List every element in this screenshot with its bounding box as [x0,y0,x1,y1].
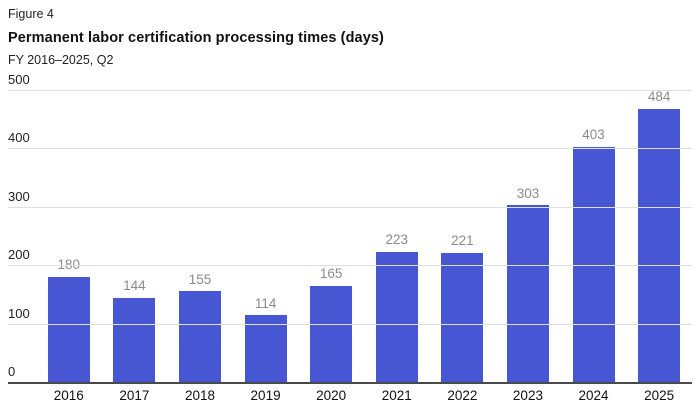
x-tick-label: 2025 [644,388,675,403]
bar-value-label: 223 [385,232,409,248]
x-tick-label: 2018 [184,388,215,403]
chart-header: Figure 4 Permanent labor certification p… [8,8,692,67]
x-slot: 2018 [167,389,233,403]
x-slot: 2024 [561,389,627,403]
y-gridline [8,323,692,325]
bar [506,205,549,382]
figure-label: Figure 4 [8,7,54,21]
bar-slot: 165 [298,90,364,382]
bar [310,285,353,382]
y-gridline [8,206,692,208]
bar-slot: 484 [626,90,692,382]
bar-value-label: 165 [319,266,343,282]
x-slot: 2016 [36,389,102,403]
y-gridline [8,148,692,150]
bar [638,108,681,382]
bar-value-label: 144 [123,278,146,294]
x-tick-label: 2019 [250,388,281,403]
x-slot: 2021 [364,389,430,403]
y-tick-label: 300 [8,188,30,204]
x-slot: 2022 [430,389,496,403]
x-tick-label: 2024 [578,388,609,403]
y-tick-label: 200 [8,247,30,263]
x-slot: 2020 [298,389,364,403]
x-slot: 2025 [626,389,692,403]
bars-row: 180 144 155 114 165 223 221 303 403 484 [36,90,692,382]
x-axis-labels: 2016 2017 2018 2019 2020 2021 2022 2023 2024 2025 [36,389,692,403]
plot-area: 180 144 155 114 165 223 221 303 403 484 2016 2017 2… [8,72,692,419]
x-tick-label: 2021 [381,388,412,403]
bar-slot: 403 [561,90,627,382]
chart-title: Permanent labor certification processing… [8,29,384,46]
bar-slot: 303 [495,90,561,382]
bar-value-label: 180 [57,257,81,273]
x-tick-label: 2020 [316,388,347,403]
y-tick-label: 500 [8,72,30,87]
bar-slot: 114 [233,90,299,382]
bar-value-label: 114 [254,295,277,311]
bar [47,276,90,382]
x-axis-line [8,382,692,384]
bar-slot: 155 [167,90,233,382]
chart-subtitle: FY 2016–2025, Q2 [8,53,114,67]
bar-value-label: 403 [582,127,605,143]
y-gridline [8,265,692,267]
y-tick-label: 100 [8,305,30,321]
bar [441,252,484,382]
bar [178,291,221,382]
bar-slot: 180 [36,90,102,382]
y-tick-label: 400 [8,130,30,146]
bar [572,146,615,382]
bar-slot: 223 [364,90,430,382]
bar [375,251,418,382]
bar-value-label: 303 [516,185,540,201]
x-tick-label: 2023 [512,388,543,403]
bar-slot: 144 [102,90,168,382]
y-gridline [8,90,692,91]
x-tick-label: 2017 [119,388,150,403]
x-tick-label: 2016 [53,388,84,403]
bar-value-label: 484 [647,89,671,104]
bar-value-label: 221 [451,233,474,249]
x-tick-label: 2022 [447,388,478,403]
bar-slot: 221 [430,90,496,382]
bar [244,315,287,382]
y-tick-label: 0 [8,364,16,379]
x-slot: 2019 [233,389,299,403]
x-slot: 2023 [495,389,561,403]
x-slot: 2017 [102,389,168,403]
bar [113,297,156,382]
bar-value-label: 155 [188,271,212,287]
